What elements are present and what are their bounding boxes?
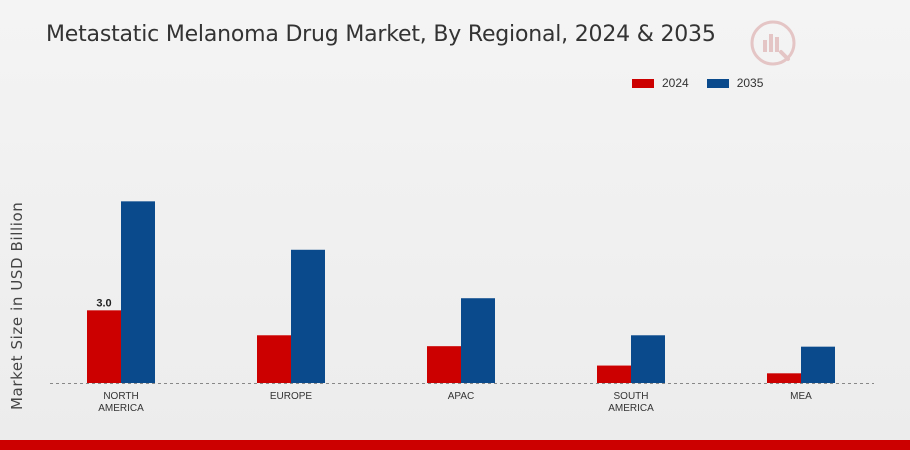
bar-2024-apac [427,346,461,383]
bar-2035-south-america [631,335,665,383]
bar-2035-mea [801,346,835,383]
data-label-2024-north-america: 3.0 [96,297,111,309]
bar-2035-europe [291,249,325,383]
x-tick-label-south-america: SOUTH AMERICA [608,391,654,414]
bar-2024-mea [767,373,801,383]
chart-legend: 2024 2035 [632,76,763,90]
legend-swatch-2035 [706,78,729,88]
bar-2024-south-america [597,365,631,383]
x-tick-label-apac: APAC [448,391,475,402]
market-research-logo-icon [748,18,798,68]
bar-2024-north-america [87,310,121,383]
bar-2024-europe [257,335,291,383]
legend-item-2024: 2024 [632,76,689,90]
chart-title: Metastatic Melanoma Drug Market, By Regi… [46,22,716,47]
legend-label-2024: 2024 [662,76,689,90]
footer-accent-bar [0,440,910,450]
legend-item-2035: 2035 [706,76,764,90]
bar-2035-north-america [121,201,155,383]
x-tick-label-north-america: NORTH AMERICA [98,391,144,414]
x-tick-label-europe: EUROPE [270,391,313,402]
bar-2035-apac [461,298,495,383]
legend-label-2035: 2035 [736,76,764,90]
x-tick-label-mea: MEA [790,391,812,402]
legend-swatch-2024 [632,78,654,88]
